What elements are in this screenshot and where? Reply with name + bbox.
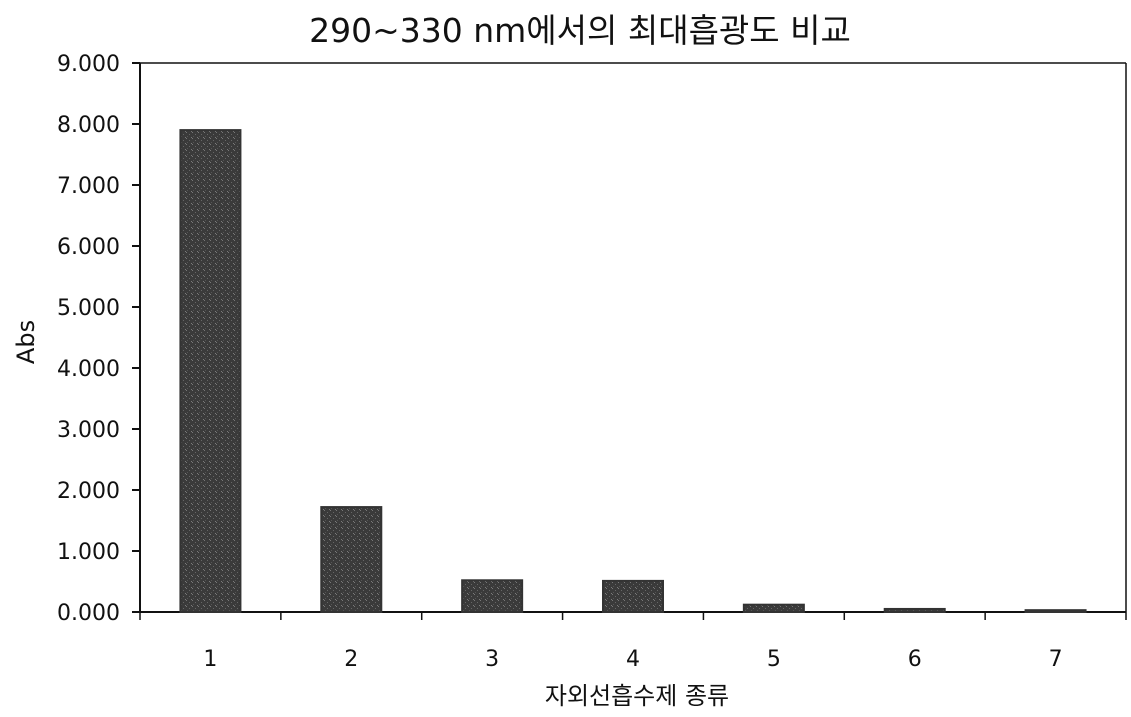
y-tick-label: 8.000 [57, 113, 120, 138]
y-tick-label: 6.000 [57, 235, 120, 260]
y-tick-label: 4.000 [57, 357, 120, 382]
y-tick-label: 7.000 [57, 174, 120, 199]
bar-3 [461, 579, 524, 614]
x-tick-label: 5 [767, 647, 781, 672]
y-tick-label: 2.000 [57, 479, 120, 504]
x-tick-label: 1 [203, 647, 217, 672]
y-tick-label: 3.000 [57, 418, 120, 443]
bar-4 [602, 579, 664, 614]
y-tick-label: 0.000 [57, 601, 120, 626]
x-tick-label: 4 [626, 647, 640, 672]
x-tick-label: 7 [1049, 647, 1063, 672]
x-tick-label: 6 [908, 647, 922, 672]
y-tick-label: 9.000 [57, 52, 120, 77]
bar-7 [1024, 609, 1087, 613]
x-tick-label: 3 [485, 647, 499, 672]
y-axis-label: Abs [12, 320, 40, 364]
bar-5 [742, 603, 805, 613]
y-tick-label: 1.000 [57, 540, 120, 565]
bar-2 [320, 506, 383, 613]
chart-title: 290~330 nm에서의 최대흡광도 비교 [309, 11, 851, 50]
bar-6 [883, 607, 946, 614]
y-tick-label: 5.000 [57, 296, 120, 321]
x-axis-label: 자외선흡수제 종류 [545, 682, 729, 710]
x-tick-label: 2 [344, 647, 358, 672]
plot-area: 0.000 1.000 2.000 3.000 4.000 5.000 6.000 7.000… [57, 52, 1127, 672]
bar-1 [179, 129, 242, 613]
